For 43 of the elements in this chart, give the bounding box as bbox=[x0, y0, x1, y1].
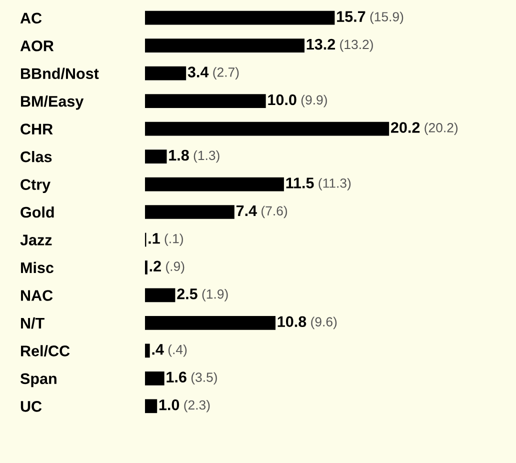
data-label: 15.7 (15.9) bbox=[337, 11, 404, 24]
bar bbox=[145, 66, 186, 80]
data-label: 10.0 (9.9) bbox=[268, 94, 327, 108]
bar bbox=[145, 205, 234, 219]
bar bbox=[145, 122, 390, 136]
bar bbox=[145, 316, 276, 330]
data-label: 11.5 (11.3) bbox=[286, 178, 351, 190]
data-label: 1.6 (3.5) bbox=[166, 372, 217, 385]
bar bbox=[145, 177, 284, 192]
y-tick-label: Rel/CC bbox=[21, 345, 70, 357]
data-label: 1.8 (1.3) bbox=[169, 150, 220, 163]
bar bbox=[145, 288, 176, 302]
data-label: 1.0 (2.3) bbox=[159, 399, 210, 412]
data-label: .2 (.9) bbox=[150, 260, 184, 274]
y-tick-label: Clas bbox=[20, 151, 52, 162]
y-tick-label: N/T bbox=[21, 317, 44, 329]
y-tick-label: Gold bbox=[20, 206, 54, 218]
bar bbox=[145, 371, 164, 386]
y-tick-label: BM/Easy bbox=[21, 96, 84, 110]
bar bbox=[145, 150, 167, 164]
y-tick-label: Misc bbox=[21, 262, 54, 274]
bar bbox=[145, 10, 335, 25]
y-tick-label: CHR bbox=[20, 124, 53, 134]
data-label: 2.5 (1.9) bbox=[177, 288, 228, 302]
bar bbox=[145, 344, 150, 358]
data-label: 10.8 (9.6) bbox=[278, 316, 337, 330]
y-tick-label: AC bbox=[20, 12, 42, 24]
y-tick-label: Jazz bbox=[20, 234, 52, 246]
y-tick-label: NAC bbox=[21, 290, 53, 301]
data-label: 13.2 (13.2) bbox=[306, 38, 373, 52]
data-label: 3.4 (2.7) bbox=[188, 66, 239, 80]
y-tick-label: Span bbox=[20, 373, 56, 388]
y-tick-label: BBnd/Nost bbox=[21, 68, 99, 80]
data-label: .4 (.4) bbox=[152, 344, 187, 357]
data-label: 7.4 (7.6) bbox=[236, 205, 288, 218]
data-label: .1 (.1) bbox=[148, 233, 183, 246]
bar bbox=[145, 38, 304, 53]
y-tick-label: AOR bbox=[20, 40, 54, 52]
y-tick-label: UC bbox=[20, 401, 42, 412]
bar bbox=[145, 399, 158, 414]
y-tick-label: Ctry bbox=[20, 179, 50, 193]
data-label: 20.2 (20.2) bbox=[391, 122, 458, 135]
bar bbox=[145, 94, 266, 108]
